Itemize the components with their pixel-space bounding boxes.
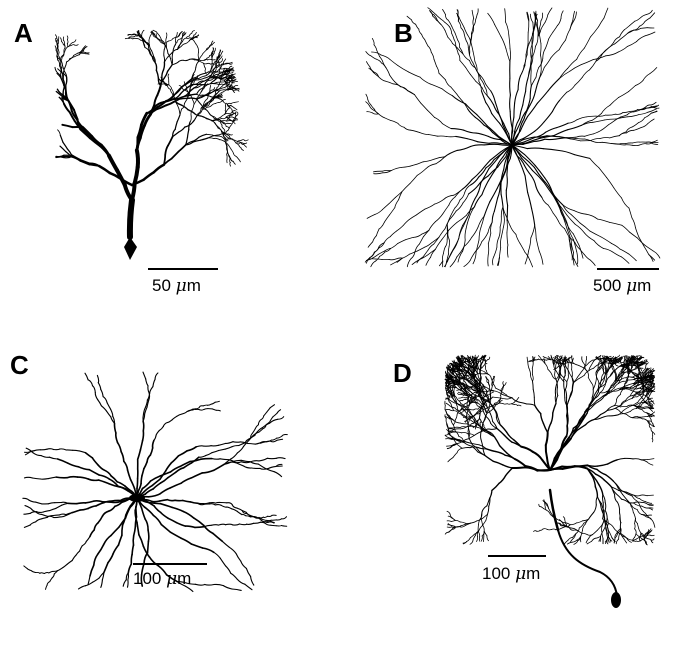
soma-d xyxy=(611,592,621,608)
scale-unit-a: m xyxy=(186,276,201,295)
scale-unit-b: m xyxy=(637,276,652,295)
scale-bar-d xyxy=(488,555,546,557)
scale-bar-c xyxy=(133,563,207,565)
micro-symbol-a: μ xyxy=(175,276,187,296)
neuron-a-drawing xyxy=(54,29,249,260)
soma-a xyxy=(124,237,137,260)
neuron-d-drawing xyxy=(444,354,656,608)
panel-a-letter: A xyxy=(14,18,33,48)
scale-value-b: 500 xyxy=(593,276,622,295)
panel-c-letter: C xyxy=(10,350,29,380)
neuron-b-drawing xyxy=(364,7,661,268)
scale-bar-a xyxy=(148,268,218,270)
micro-symbol-c: μ xyxy=(166,569,178,589)
scale-label-b: 500 μm xyxy=(593,277,651,295)
scale-label-a: 50 μm xyxy=(152,277,201,295)
neuron-c-drawing xyxy=(22,371,288,593)
scale-label-d: 100 μm xyxy=(482,565,540,583)
scale-unit-d: m xyxy=(526,564,541,583)
scale-value-d: 100 xyxy=(482,564,511,583)
soma-c xyxy=(129,494,145,502)
scale-value-a: 50 xyxy=(152,276,171,295)
scale-unit-c: m xyxy=(177,569,192,588)
panel-d-letter: D xyxy=(393,358,412,388)
scale-label-c: 100 μm xyxy=(133,570,191,588)
scale-bar-b xyxy=(597,268,659,270)
panel-b-letter: B xyxy=(394,18,413,48)
micro-symbol-b: μ xyxy=(626,276,638,296)
scale-value-c: 100 xyxy=(133,569,162,588)
micro-symbol-d: μ xyxy=(515,564,527,584)
axon-d xyxy=(557,529,618,597)
